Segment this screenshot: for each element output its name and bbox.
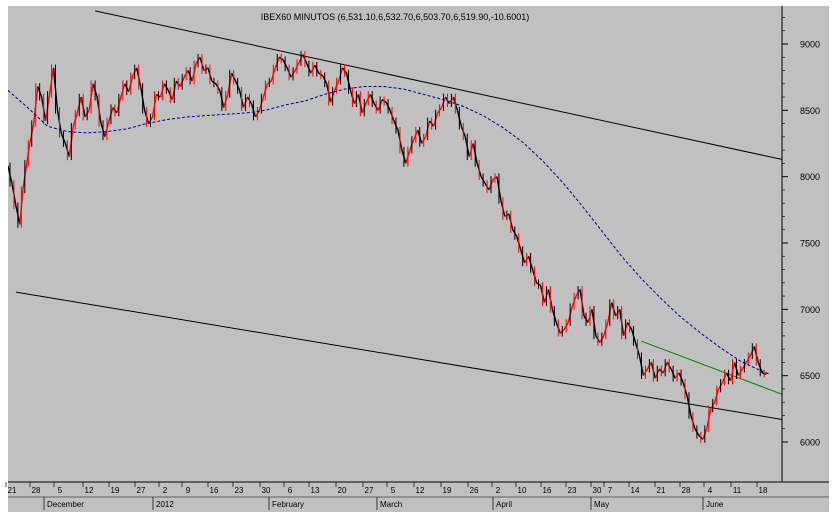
x-tick-label: 23 (568, 486, 577, 495)
y-tick-label: 6500 (800, 371, 820, 381)
month-label: 2012 (156, 500, 174, 509)
x-tick-label: 6 (288, 486, 293, 495)
x-axis: 21 28 5 12 19 27 2 9 16 23 30 6 13 20 27 5 12 19 26 2 10 16 23… (5, 482, 768, 510)
x-tick-label: 30 (593, 486, 602, 495)
y-tick-label: 7000 (800, 305, 820, 315)
x-tick-label: 12 (85, 486, 94, 495)
month-label: June (706, 500, 724, 509)
month-label: April (496, 500, 512, 509)
support-trendline (641, 340, 782, 395)
x-tick-label: 18 (759, 486, 768, 495)
y-tick-label: 7500 (800, 239, 820, 249)
y-tick-label: 9000 (800, 40, 820, 50)
x-tick-label: 21 (657, 486, 666, 495)
channel-lower-line (15, 291, 782, 420)
x-tick-label: 27 (137, 486, 146, 495)
x-tick-label: 5 (391, 486, 396, 495)
x-tick-label: 13 (311, 486, 320, 495)
month-label: March (380, 500, 402, 509)
x-tick-label: 16 (543, 486, 552, 495)
x-tick-label: 20 (338, 486, 347, 495)
x-tick-label: 10 (518, 486, 527, 495)
right-axis-background (782, 6, 829, 482)
month-label: May (594, 500, 609, 509)
x-tick-label: 4 (708, 486, 713, 495)
month-label: December (47, 500, 84, 509)
x-tick-label: 16 (210, 486, 219, 495)
x-tick-label: 11 (733, 486, 742, 495)
x-tick-label: 7 (608, 486, 613, 495)
x-tick-label: 21 (8, 486, 17, 495)
y-tick-label: 6000 (800, 438, 820, 448)
channel-upper-line (94, 10, 782, 160)
moving-average-line (8, 86, 771, 375)
x-tick-label: 30 (262, 486, 271, 495)
x-tick-label: 19 (111, 486, 120, 495)
month-label: February (272, 500, 304, 509)
plot-background (8, 6, 782, 482)
y-axis: 6000 6500 7000 7500 8000 8500 9000 (782, 17, 820, 448)
y-tick-label: 8500 (800, 106, 820, 116)
x-tick-label: 14 (631, 486, 640, 495)
x-tick-label: 23 (235, 486, 244, 495)
chart-title: IBEX60 MINUTOS (6,531.10,6,532.70,6,503.… (261, 12, 530, 22)
x-tick-label: 26 (470, 486, 479, 495)
x-tick-label: 19 (443, 486, 452, 495)
x-tick-label: 2 (163, 486, 168, 495)
x-tick-label: 28 (682, 486, 691, 495)
x-tick-label: 27 (365, 486, 374, 495)
x-tick-label: 5 (58, 486, 63, 495)
y-tick-label: 8000 (800, 172, 820, 182)
x-tick-label: 2 (496, 486, 501, 495)
x-tick-label: 12 (416, 486, 425, 495)
plot-area (8, 10, 782, 443)
x-tick-label: 9 (186, 486, 191, 495)
x-tick-label: 28 (32, 486, 41, 495)
